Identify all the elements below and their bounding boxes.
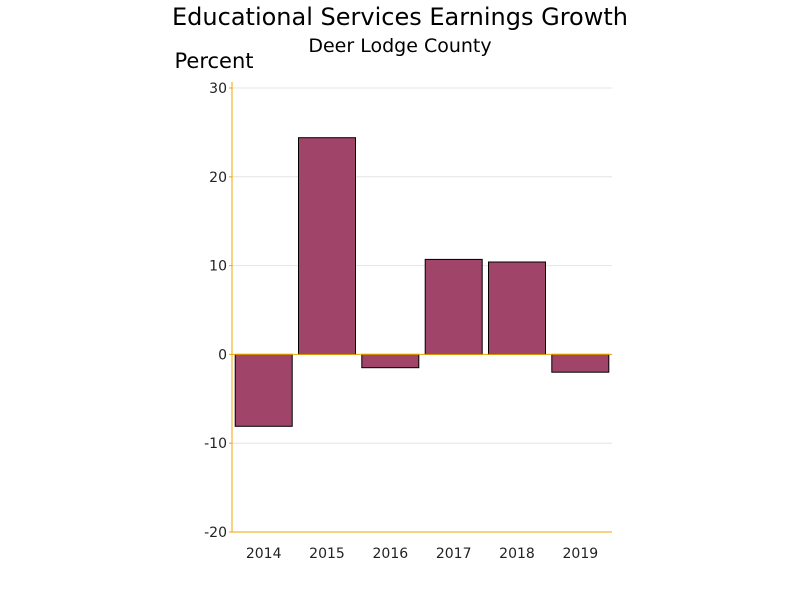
y-tick-label: -10 [204,436,227,452]
bar-2014 [234,353,293,427]
x-tick-label: 2016 [373,546,409,562]
y-tick-label: 10 [209,259,227,275]
x-tick-label: 2019 [563,546,599,562]
bar-2019 [551,353,610,373]
y-tick-label: -20 [204,525,227,541]
bar-2018 [488,261,546,355]
chart-title: Educational Services Earnings Growth [172,3,628,31]
x-tick-label: 2014 [246,546,282,562]
gridlines [232,87,612,444]
y-tick-labels: 30 20 10 0 -10 -20 [204,81,227,541]
bar-2015 [298,137,356,355]
x-tick-label: 2018 [499,546,535,562]
y-tick-label: 30 [209,81,227,97]
chart-subtitle: Deer Lodge County [308,35,491,57]
x-tick-label: 2015 [309,546,345,562]
y-axis-label: Percent [174,49,253,73]
bar-2016 [361,353,420,369]
bar-2017 [424,258,483,355]
x-tick-labels: 2014 2015 2016 2017 2018 2019 [246,546,598,562]
bars [234,137,610,427]
y-tick-label: 20 [209,170,227,186]
y-tick-label: 0 [218,347,227,363]
axes [229,82,612,533]
x-tick-label: 2017 [436,546,472,562]
